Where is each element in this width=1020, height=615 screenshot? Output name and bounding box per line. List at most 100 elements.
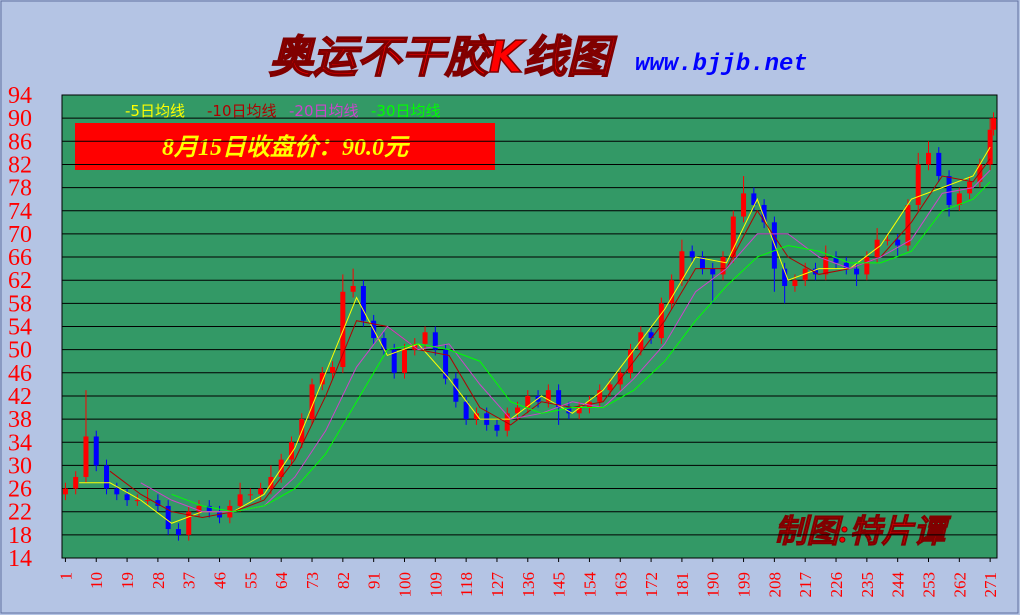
candle-body: [330, 367, 336, 373]
candle-body: [669, 280, 675, 304]
y-tick-label: 54: [8, 315, 32, 341]
legend-label: -20日均线: [289, 102, 359, 120]
candle-body: [443, 349, 449, 379]
candle-body: [730, 216, 736, 258]
y-tick-label: 14: [8, 546, 32, 572]
x-tick-label: 226: [827, 572, 846, 598]
legend-label: -10日均线: [207, 102, 277, 120]
candle-body: [114, 488, 120, 495]
candle-body: [751, 193, 757, 205]
candle-body: [350, 285, 356, 292]
x-tick-label: 235: [858, 572, 877, 598]
candle-body: [545, 390, 551, 402]
y-tick-label: 62: [8, 268, 32, 294]
candle-body: [422, 332, 428, 344]
x-tick-label: 82: [334, 572, 353, 589]
candle-body: [823, 257, 829, 275]
candle-body: [391, 349, 397, 373]
x-tick-label: 10: [87, 572, 106, 589]
candle-body: [494, 424, 500, 431]
x-tick-label: 244: [889, 572, 908, 598]
legend-label: -30日均线: [371, 102, 441, 120]
candle-body: [833, 257, 839, 263]
x-tick-label: 163: [611, 572, 630, 598]
chart-title: 奥运不干胶K线图: [269, 32, 617, 83]
x-tick-label: 217: [796, 572, 815, 598]
x-tick-label: 109: [426, 572, 445, 598]
candle-body: [83, 436, 89, 477]
x-tick-label: 199: [735, 572, 754, 598]
y-tick-label: 18: [8, 523, 32, 549]
y-tick-label: 58: [8, 291, 32, 317]
candle-body: [566, 407, 572, 414]
candle-body: [319, 372, 325, 385]
candle-body: [473, 413, 479, 420]
candle-body: [648, 332, 654, 339]
candle-body: [453, 378, 459, 402]
candle-body: [237, 494, 243, 506]
candle-body: [812, 268, 818, 275]
x-tick-label: 262: [950, 572, 969, 598]
candle-body: [432, 332, 438, 350]
candle-body: [73, 476, 79, 489]
y-tick-label: 74: [8, 199, 32, 225]
x-tick-label: 64: [272, 572, 291, 590]
candle-body: [515, 407, 521, 414]
x-tick-label: 154: [580, 572, 599, 598]
candle-body: [658, 303, 664, 339]
candle-body: [504, 413, 510, 431]
x-tick-label: 100: [395, 572, 414, 598]
y-tick-label: 42: [8, 384, 32, 410]
candle-body: [782, 268, 788, 286]
y-tick-label: 70: [8, 222, 32, 248]
x-tick-label: 19: [118, 572, 137, 589]
y-tick-label: 26: [8, 477, 32, 503]
y-tick-label: 34: [8, 430, 32, 456]
candle-body: [155, 500, 161, 506]
candle-body: [309, 384, 315, 420]
x-tick-label: 28: [149, 572, 168, 589]
candle-body: [699, 257, 705, 269]
candle-body: [991, 118, 997, 130]
candle-body: [761, 204, 767, 223]
candle-body: [956, 193, 962, 205]
candle-body: [802, 268, 808, 281]
candle-body: [843, 262, 849, 269]
candle-body: [206, 505, 212, 512]
y-tick-label: 86: [8, 129, 32, 155]
x-tick-label: 118: [457, 572, 476, 597]
candle-body: [463, 401, 469, 420]
y-tick-label: 82: [8, 152, 32, 178]
candle-body: [381, 338, 387, 350]
chart-subtitle: www.bjjb.net: [635, 51, 808, 78]
candle-body: [175, 529, 181, 535]
x-tick-label: 55: [241, 572, 260, 589]
x-tick-label: 253: [920, 572, 939, 598]
candle-body: [946, 176, 952, 205]
x-tick-label: 145: [550, 572, 569, 598]
y-tick-label: 46: [8, 361, 32, 387]
annotation: 8月15日收盘价：90.0元: [162, 134, 411, 161]
y-tick-label: 50: [8, 338, 32, 364]
candle-body: [720, 257, 726, 275]
ma-line: [140, 169, 991, 513]
candle-body: [936, 152, 942, 177]
legend-label: -5日均线: [125, 102, 185, 120]
candle-body: [679, 251, 685, 281]
ma-line: [171, 181, 991, 513]
candle-body: [792, 280, 798, 286]
candle-body: [186, 511, 192, 535]
candle-body: [915, 164, 921, 205]
candle-body: [884, 239, 890, 241]
candle-body: [145, 500, 151, 502]
x-tick-label: 136: [519, 572, 538, 598]
candle-body: [62, 488, 68, 495]
x-tick-label: 181: [673, 572, 692, 598]
candle-body: [597, 390, 603, 402]
candle-body: [93, 436, 99, 466]
candle-body: [360, 285, 366, 321]
x-tick-label: 91: [365, 572, 384, 589]
candle-body: [247, 494, 253, 496]
candle-body: [905, 204, 911, 246]
